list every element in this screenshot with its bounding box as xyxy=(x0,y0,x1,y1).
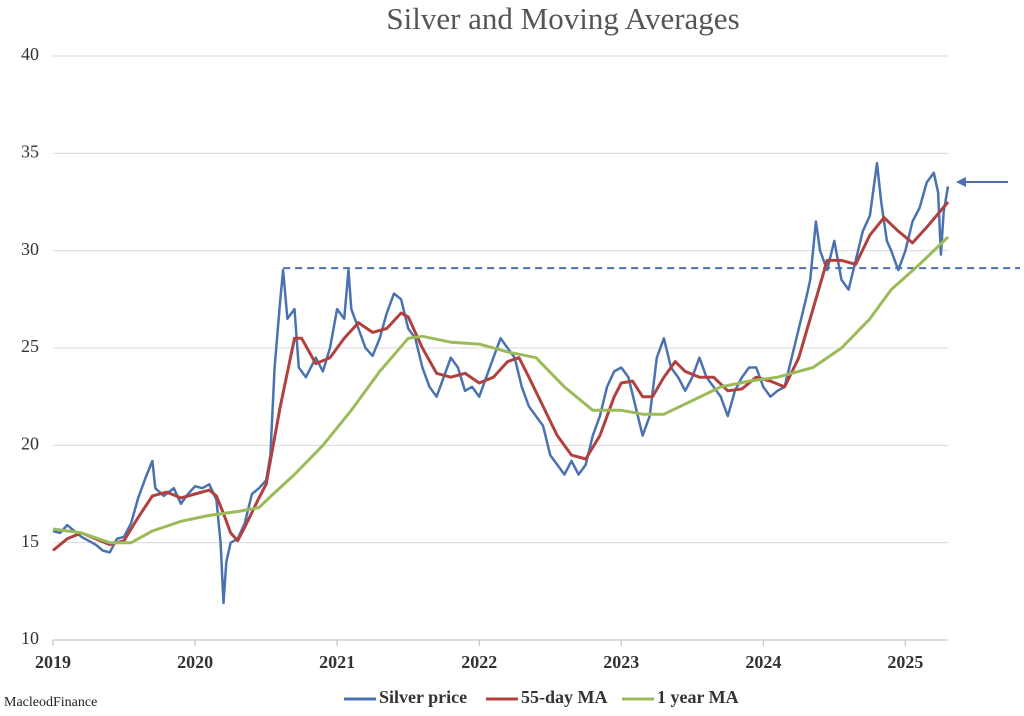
x-tick-label: 2020 xyxy=(177,652,213,672)
legend-label: 55-day MA xyxy=(521,687,608,707)
x-tick-label: 2024 xyxy=(745,652,781,672)
x-tick-label: 2022 xyxy=(461,652,497,672)
x-tick-label: 2021 xyxy=(319,652,355,672)
source: MacleodFinance xyxy=(4,695,97,710)
series-line xyxy=(52,201,950,552)
x-tick-label: 2023 xyxy=(603,652,639,672)
series-line xyxy=(52,235,950,545)
arrow xyxy=(956,177,1008,187)
y-tick-label: 20 xyxy=(21,433,39,453)
y-tick-label: 30 xyxy=(21,239,39,259)
y-tick-label: 15 xyxy=(21,531,39,551)
x-tick-label: 2025 xyxy=(887,652,923,672)
y-tick-label: 10 xyxy=(21,628,39,648)
x-tick-label: 2019 xyxy=(35,652,71,672)
y-tick-label: 25 xyxy=(21,336,39,356)
chart-title: Silver and Moving Averages xyxy=(386,1,739,36)
series-line xyxy=(52,161,950,605)
y-tick-label: 35 xyxy=(21,141,39,161)
arrow-head xyxy=(956,177,966,187)
legend-label: 1 year MA xyxy=(657,687,739,707)
legend-label: Silver price xyxy=(379,687,467,707)
y-tick-label: 40 xyxy=(21,44,39,64)
